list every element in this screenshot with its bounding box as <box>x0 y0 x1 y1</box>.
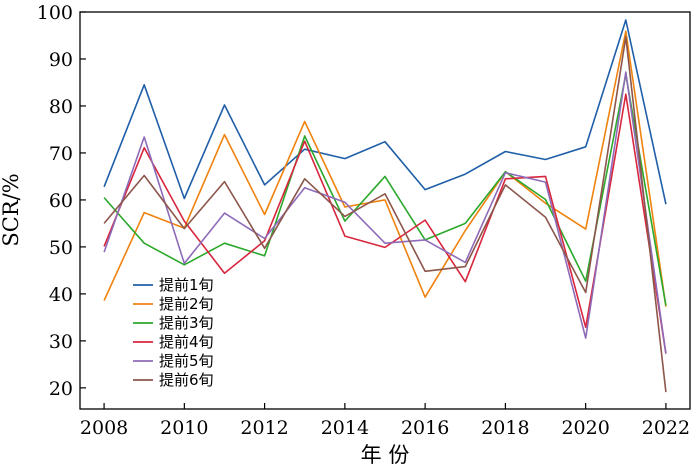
y-tick-label: 70 <box>49 143 73 165</box>
legend-label: 提前1旬 <box>159 276 214 294</box>
y-tick-label: 30 <box>49 331 73 353</box>
axes: 2008 2010 2012 2014 2016 2018 2020 2022 20 30 40 50… <box>37 2 690 439</box>
x-tick-label: 2010 <box>160 417 208 439</box>
series-lines <box>103 19 667 393</box>
y-tick-label: 90 <box>49 49 73 71</box>
x-tick-label: 2012 <box>240 417 288 439</box>
y-tick-label: 100 <box>37 2 73 24</box>
y-tick-label: 60 <box>49 190 73 212</box>
legend-label: 提前4旬 <box>159 333 214 351</box>
plot-frame <box>79 11 691 410</box>
y-axis-title: SCR/% <box>0 173 23 246</box>
series-line-3 <box>103 73 667 306</box>
y-tick-label: 20 <box>49 378 73 400</box>
x-axis-title: 年 份 <box>361 443 410 467</box>
series-line-2 <box>103 30 667 307</box>
legend-label: 提前6旬 <box>159 371 214 389</box>
x-tick-label: 2022 <box>642 417 690 439</box>
series-line-4 <box>103 93 667 354</box>
legend-label: 提前3旬 <box>159 314 214 332</box>
x-tick-label: 2014 <box>321 417 369 439</box>
legend-label: 提前2旬 <box>159 295 214 313</box>
y-tick-label: 40 <box>49 284 73 306</box>
series-line-1 <box>103 19 667 205</box>
y-tick-label: 50 <box>49 237 73 259</box>
x-tick-label: 2016 <box>401 417 449 439</box>
series-line-5 <box>103 71 667 354</box>
series-line-6 <box>103 36 667 393</box>
legend-label: 提前5旬 <box>159 352 214 370</box>
x-tick-label: 2020 <box>561 417 609 439</box>
x-tick-label: 2008 <box>80 417 128 439</box>
x-tick-label: 2018 <box>481 417 529 439</box>
y-tick-label: 80 <box>49 96 73 118</box>
